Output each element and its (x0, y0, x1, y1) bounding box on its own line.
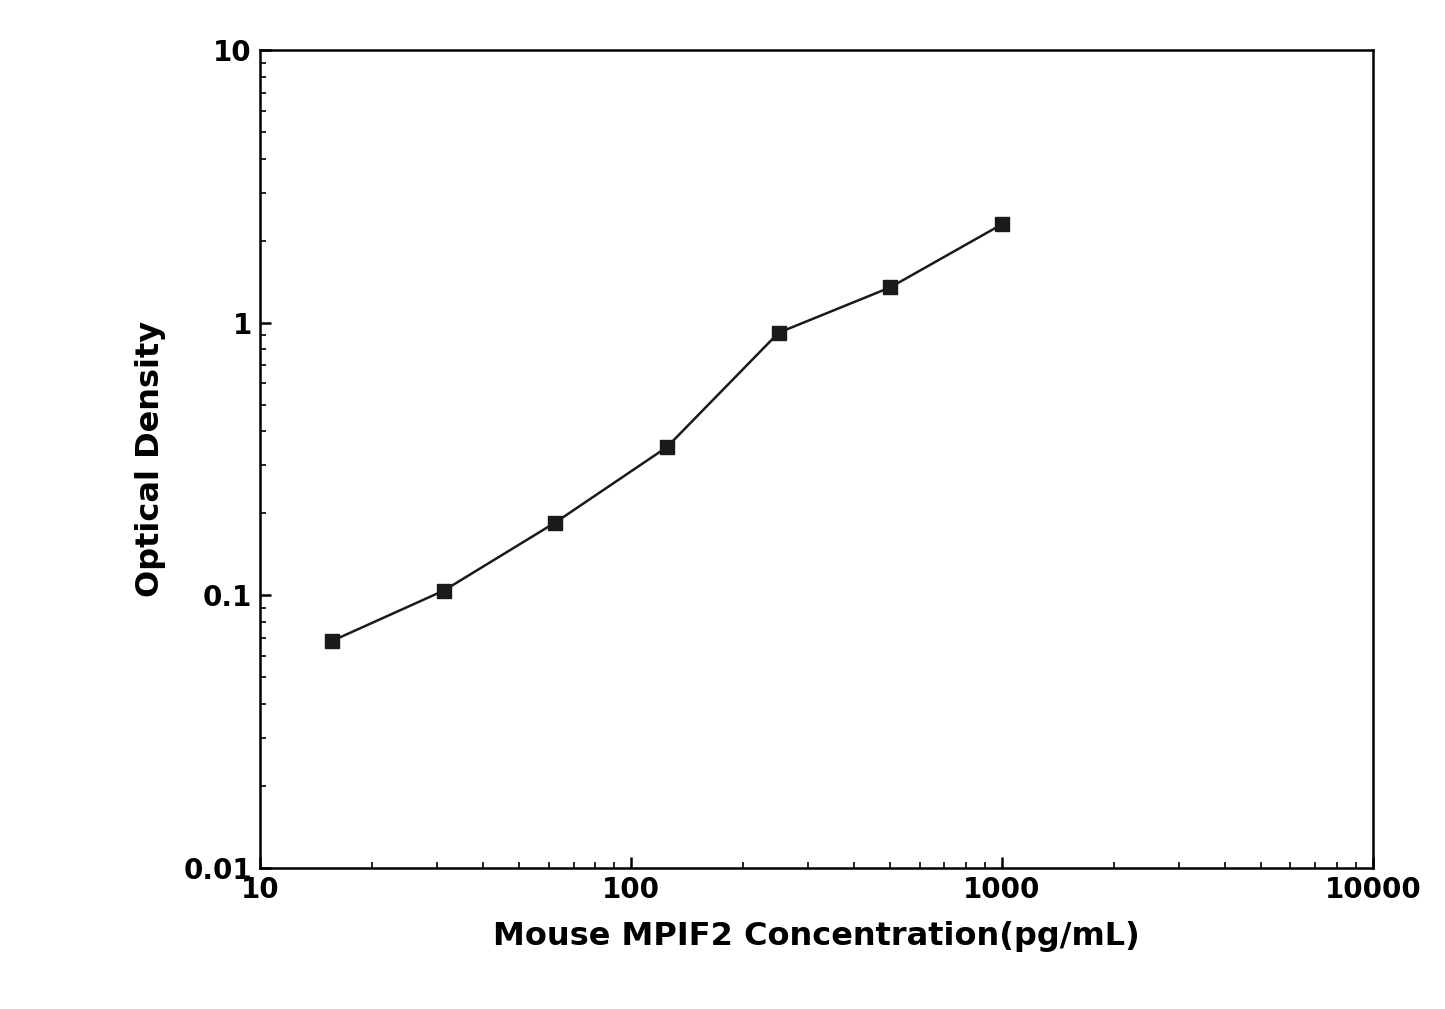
Y-axis label: Optical Density: Optical Density (136, 321, 166, 597)
X-axis label: Mouse MPIF2 Concentration(pg/mL): Mouse MPIF2 Concentration(pg/mL) (493, 921, 1140, 951)
